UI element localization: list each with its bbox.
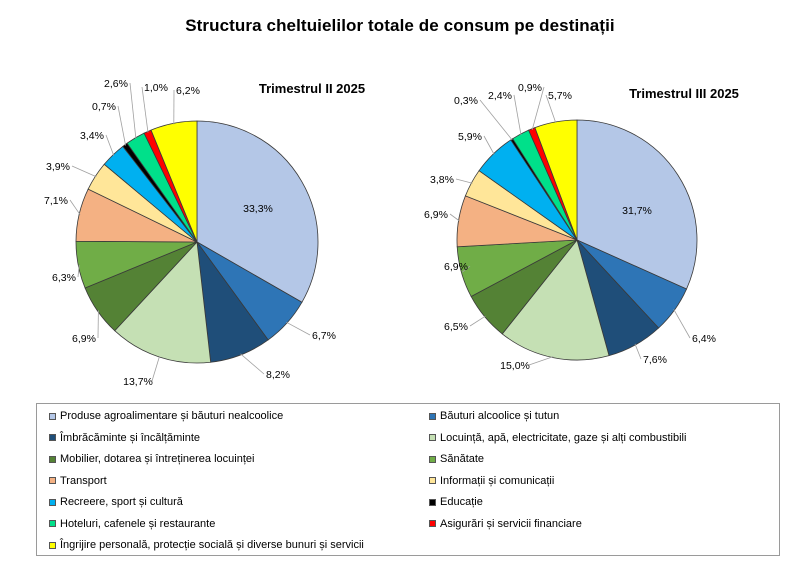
pie-value-label: 0,3% (454, 95, 478, 107)
pie-title: Trimestrul II 2025 (259, 81, 365, 96)
pie-value-label: 6,2% (176, 85, 200, 97)
leader-line (240, 353, 265, 375)
pie-value-label: 31,7% (622, 205, 652, 217)
pie-value-label: 3,4% (80, 130, 104, 142)
pie-value-label: 0,7% (92, 101, 116, 113)
pie-slice (576, 119, 698, 290)
legend-item: Informații și comunicații (429, 473, 554, 489)
leader-line (449, 213, 460, 222)
legend-item: Produse agroalimentare și băuturi nealco… (49, 408, 283, 424)
pie-value-label: 6,3% (52, 272, 76, 284)
legend-swatch (49, 520, 56, 527)
legend: Produse agroalimentare și băuturi nealco… (36, 403, 780, 556)
leader-line (634, 343, 642, 360)
legend-item: Băuturi alcoolice și tutun (429, 408, 559, 424)
pie-slice (501, 239, 610, 361)
legend-label: Îmbrăcăminte și încălțăminte (60, 431, 200, 444)
legend-label: Produse agroalimentare și băuturi nealco… (60, 410, 284, 422)
legend-swatch (429, 455, 436, 463)
pie-value-label: 7,1% (44, 195, 68, 207)
legend-item: Locuință, apă, electricitate, gaze și al… (429, 430, 686, 446)
leader-line (469, 315, 486, 327)
legend-swatch (49, 412, 56, 420)
legend-swatch (429, 412, 436, 420)
pie-value-label: 5,7% (548, 90, 572, 102)
legend-label: Recreere, sport și cultură (60, 496, 183, 508)
pie-value-label: 13,7% (123, 376, 153, 388)
pie-value-label: 6,9% (424, 209, 448, 221)
leader-line (151, 355, 160, 382)
leader-line (673, 309, 691, 339)
leader-line (77, 264, 80, 278)
legend-item: Asigurări și servicii financiare (429, 516, 582, 532)
legend-swatch (429, 434, 436, 441)
leader-line (531, 86, 545, 130)
pie-value-label: 5,9% (458, 131, 482, 143)
legend-label: Locuință, apă, electricitate, gaze și al… (440, 431, 687, 444)
pie-value-label: 1,0% (144, 82, 168, 94)
leader-line (513, 94, 522, 136)
legend-item: Educație (429, 494, 483, 510)
pie-value-label: 3,8% (430, 174, 454, 186)
pie-value-label: 33,3% (243, 203, 273, 215)
leader-line (105, 134, 115, 156)
leader-line (455, 178, 473, 184)
legend-swatch (49, 455, 56, 463)
pie-value-label: 3,9% (46, 161, 70, 173)
main-title: Structura cheltuielilor totale de consum… (185, 16, 615, 35)
pie-value-label: 6,9% (444, 261, 468, 273)
legend-label: Transport (60, 474, 107, 487)
legend-label: Asigurări și servicii financiare (440, 517, 582, 530)
pie-value-label: 7,6% (643, 354, 667, 366)
legend-item: Mobilier, dotarea și întreținerea locuin… (49, 451, 254, 467)
leader-line (483, 135, 495, 155)
pie-value-label: 6,4% (692, 333, 716, 345)
leader-line (69, 199, 81, 215)
legend-label: Educație (440, 496, 483, 508)
legend-label: Îngrijire personală, protecție socială ș… (60, 539, 364, 551)
legend-item: Sănătate (429, 451, 484, 467)
pie-value-label: 8,2% (266, 369, 290, 381)
legend-label: Băuturi alcoolice și tutun (440, 410, 560, 422)
pie-value-label: 0,9% (518, 82, 542, 94)
legend-item: Îngrijire personală, protecție socială ș… (49, 537, 364, 553)
pie-value-label: 2,4% (488, 90, 512, 102)
legend-swatch (49, 434, 56, 441)
legend-item: Îmbrăcăminte și încălțăminte (49, 430, 200, 446)
leader-line (462, 265, 471, 273)
leader-line (71, 165, 97, 178)
legend-label: Hoteluri, cafenele și restaurante (60, 517, 216, 530)
leader-line (528, 356, 554, 366)
leader-line (117, 105, 126, 146)
pie-chart-1: 33,3% 6,7% 8,2% 13,7% 6,9% 6,3% 7,1% 3,9% 3,4% 0,… (44, 78, 365, 388)
legend-swatch (429, 520, 436, 527)
pie-slice (196, 120, 319, 303)
pie-value-label: 6,9% (72, 333, 96, 345)
legend-swatch (49, 541, 56, 549)
legend-label: Sănătate (440, 453, 485, 465)
pie-value-label: 15,0% (500, 360, 530, 372)
legend-swatch (49, 477, 56, 484)
pie-title: Trimestrul III 2025 (629, 86, 739, 101)
legend-item: Recreere, sport și cultură (49, 494, 183, 510)
legend-item: Hoteluri, cafenele și restaurante (49, 516, 215, 532)
pie-value-label: 6,7% (312, 330, 336, 342)
leader-line (545, 94, 557, 124)
pie-value-label: 6,5% (444, 321, 468, 333)
leader-line (129, 82, 137, 139)
legend-swatch (429, 498, 436, 506)
pie-chart-2: 31,7% 6,4% 7,6% 15,0% 6,5% 6,9% 6,9% 3,8% 5,9% 0,… (424, 82, 739, 372)
legend-label: Informații și comunicații (440, 474, 555, 487)
leader-line (141, 86, 149, 133)
legend-label: Mobilier, dotarea și întreținerea locuin… (60, 453, 255, 465)
legend-item: Transport (49, 473, 107, 489)
legend-swatch (429, 477, 436, 484)
pie-value-label: 2,6% (104, 78, 128, 90)
pie-charts: 33,3% 6,7% 8,2% 13,7% 6,9% 6,3% 7,1% 3,9% 3,4% 0,… (44, 78, 739, 388)
legend-swatch (49, 498, 56, 506)
leader-line (479, 99, 513, 141)
leader-line (286, 321, 311, 336)
